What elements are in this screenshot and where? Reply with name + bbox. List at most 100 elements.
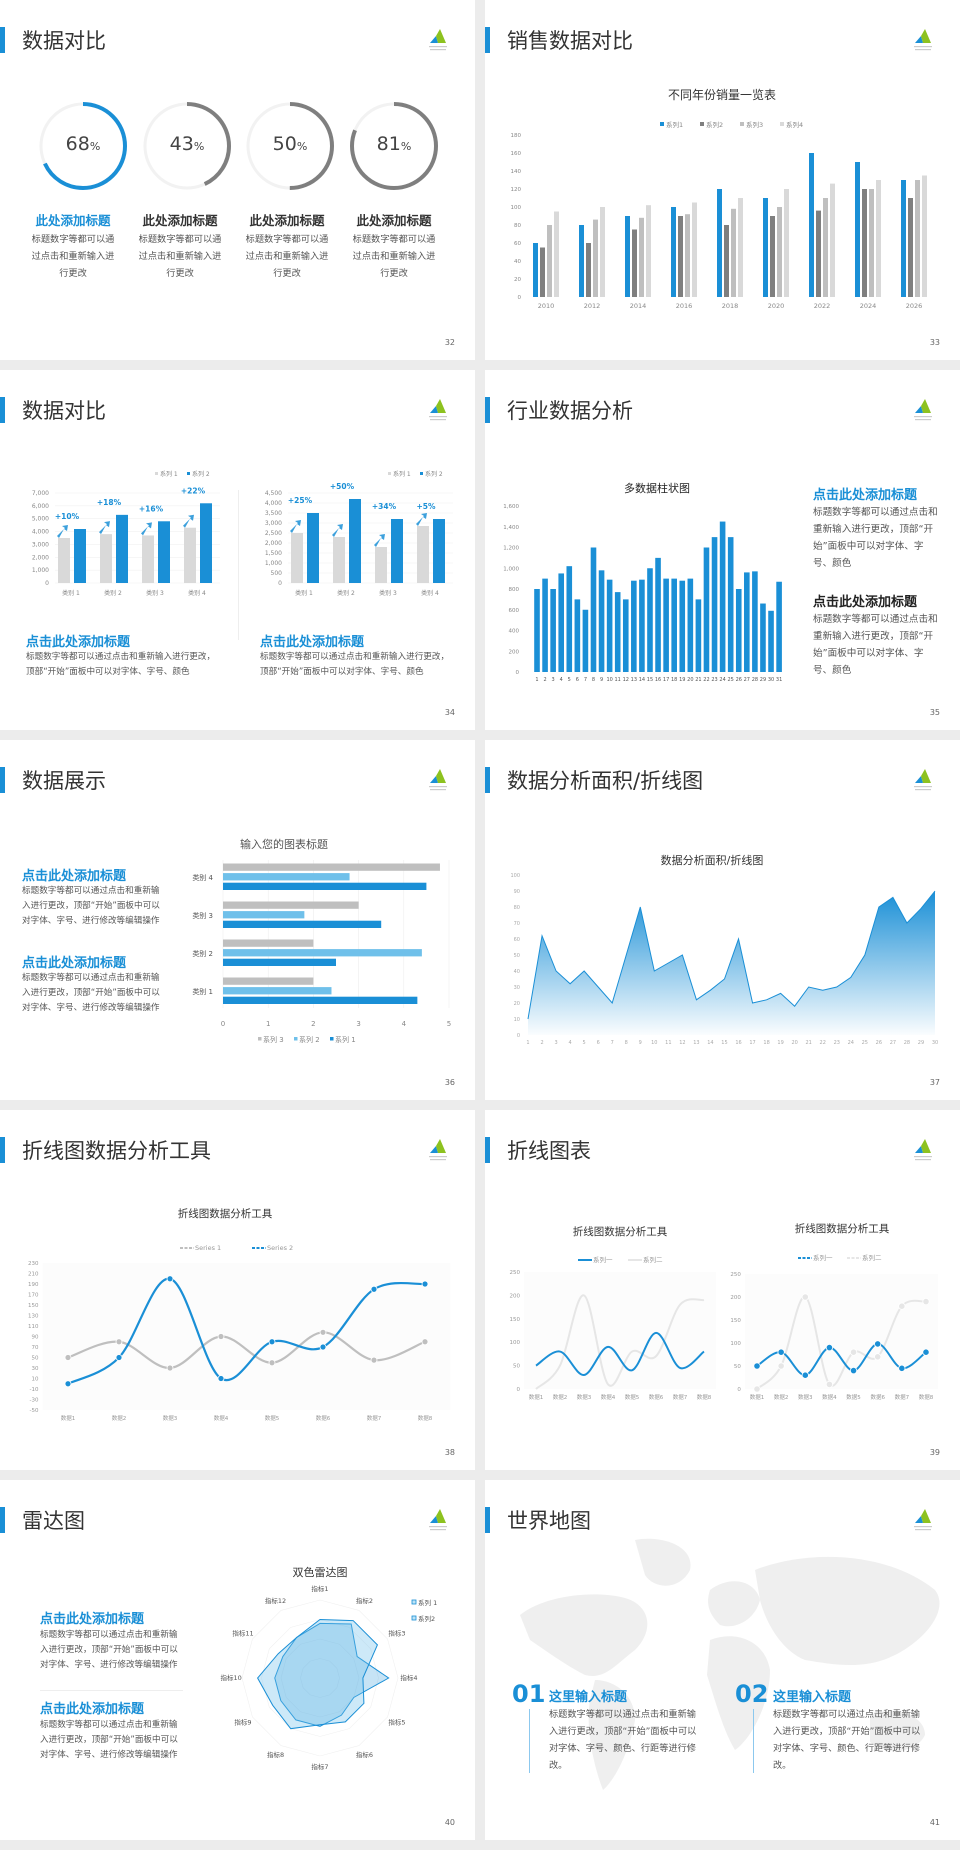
slide-title: 数据展示 — [22, 769, 106, 793]
block-desc[interactable]: 标题数字等都可以通过点击和重新输入进行更改，顶部“开始”面板中可以对字体、字号、… — [813, 507, 938, 569]
x-tick-label: 18 — [671, 677, 677, 683]
x-tick-label: 18 — [763, 1040, 769, 1046]
legend-swatch — [420, 472, 423, 475]
horizontal-bar-chart: 输入您的图表标题 0 1 2 3 4 5 类别 1 类别 2 类别 3 类别 4 系列 3 系列 2 系列… — [192, 837, 451, 1044]
x-tick-label: 6 — [597, 1040, 600, 1046]
y-tick-label: 90 — [32, 1335, 39, 1341]
data-point — [319, 1343, 327, 1351]
y-tick-label: 110 — [28, 1324, 39, 1330]
bar — [830, 183, 835, 297]
y-tick-label: 1,000 — [265, 560, 282, 567]
block-desc[interactable]: 标题数字等都可以通过点击和重新输入进行更改，顶部“开始”面板中可以对字体、字号、… — [22, 973, 160, 1013]
block-heading[interactable]: 点击此处添加标题 — [260, 635, 365, 650]
block-heading[interactable]: 点击此处添加标题 — [22, 956, 127, 971]
bar — [738, 198, 743, 297]
block-heading[interactable]: 点击此处添加标题 — [22, 869, 127, 884]
block-heading[interactable]: 点击此处添加标题 — [813, 488, 918, 503]
block-desc[interactable]: 标题数字等都可以通过点击和重新输入进行更改，顶部“开始”面板中可以对字体、字号、… — [40, 1630, 178, 1670]
x-tick-label: 14 — [639, 677, 645, 683]
y-tick-label: 1,000 — [503, 566, 519, 572]
block-heading[interactable]: 点击此处添加标题 — [813, 595, 918, 610]
item-heading[interactable]: 此处添加标题 — [35, 213, 111, 228]
block-heading[interactable]: 点击此处添加标题 — [26, 635, 131, 650]
x-tick-label: 数据3 — [798, 1393, 813, 1401]
y-tick-label: 0 — [737, 1387, 741, 1393]
donut-value: 68 — [65, 133, 90, 155]
radar-ring — [241, 1599, 399, 1757]
comparison-bar-chart-right: 0 500 1,000 1,500 2,000 2,500 3,000 3,500 4,000 4… — [265, 470, 453, 597]
block-heading[interactable]: 点击此处添加标题 — [40, 1612, 145, 1627]
block-desc[interactable]: 标题数字等都可以通过点击和重新输入进行更改，顶部“开始”面板中可以对字体、字号、… — [260, 652, 450, 677]
data-point — [421, 1280, 429, 1288]
block-desc[interactable]: 标题数字等都可以通过点击和重新输入进行更改，顶部“开始”面板中可以对字体、字号、… — [40, 1720, 178, 1760]
x-tick-label: 29 — [918, 1040, 924, 1046]
legend-swatch — [660, 122, 664, 126]
block-heading[interactable]: 这里输入标题 — [549, 1690, 628, 1705]
series-line — [67, 1277, 426, 1385]
x-tick-label: 8 — [625, 1040, 628, 1046]
bar — [417, 526, 429, 583]
legend-label: 系列一 — [593, 1255, 613, 1264]
bar — [768, 610, 774, 672]
y-tick-label: 类别 2 — [192, 949, 213, 958]
bar — [876, 180, 881, 297]
donut-unit: % — [89, 140, 101, 153]
block-heading[interactable]: 点击此处添加标题 — [40, 1702, 145, 1717]
data-point — [777, 1348, 785, 1356]
block-desc[interactable]: 标题数字等都可以通过点击和重新输入进行更改，顶部“开始”面板中可以对字体、字号、… — [549, 1709, 697, 1771]
block-desc[interactable]: 标题数字等都可以通过点击和重新输入进行更改，顶部“开始”面板中可以对字体、字号、… — [813, 614, 938, 676]
x-tick-label: 26 — [736, 677, 742, 683]
item-desc[interactable]: 标题数字等都可以通过点击和重新输入进行更改 — [352, 234, 436, 279]
legend-label: 系列 1 — [393, 470, 411, 478]
y-tick-label: 10 — [514, 1017, 520, 1023]
slide-37: 数据分析面积/折线图 数据分析面积/折线图 0 10 20 30 40 50 60 70 80 90… — [485, 740, 960, 1100]
data-point — [166, 1364, 174, 1372]
bar — [142, 535, 154, 583]
radar-series — [274, 1622, 390, 1727]
bar — [550, 589, 556, 672]
title-accent-bar — [0, 397, 5, 423]
x-tick-label: 类别 3 — [146, 589, 164, 597]
block-desc[interactable]: 标题数字等都可以通过点击和重新输入进行更改，顶部“开始”面板中可以对字体、字号、… — [773, 1709, 921, 1771]
bar — [574, 599, 581, 672]
block-heading[interactable]: 这里输入标题 — [773, 1690, 852, 1705]
area-line — [527, 890, 936, 1020]
item-desc[interactable]: 标题数字等都可以通过点击和重新输入进行更改 — [31, 234, 115, 279]
series-line — [535, 1331, 705, 1376]
block-desc[interactable]: 标题数字等都可以通过点击和重新输入进行更改，顶部“开始”面板中可以对字体、字号、… — [22, 886, 160, 926]
chart-title: 双色雷达图 — [293, 1565, 348, 1579]
bar — [116, 514, 128, 583]
data-point — [825, 1380, 834, 1388]
legend-swatch — [258, 1037, 262, 1041]
x-tick-label: 12 — [623, 677, 629, 683]
x-tick-label: 2016 — [676, 302, 693, 310]
item-desc[interactable]: 标题数字等都可以通过点击和重新输入进行更改 — [245, 234, 329, 279]
x-tick-label: 16 — [655, 677, 661, 683]
legend-label: 系列 1 — [160, 470, 178, 478]
bar — [223, 863, 440, 871]
x-tick-label: 11 — [615, 677, 621, 683]
y-tick-label: 类别 3 — [192, 911, 213, 920]
item-desc[interactable]: 标题数字等都可以通过点击和重新输入进行更改 — [138, 234, 222, 279]
title-accent-bar — [0, 1137, 5, 1163]
data-point — [874, 1353, 882, 1361]
data-point — [268, 1359, 276, 1367]
block-desc[interactable]: 标题数字等都可以通过点击和重新输入进行更改，顶部“开始”面板中可以对字体、字号、… — [26, 652, 216, 677]
y-tick-label: 1,600 — [503, 504, 519, 510]
item-heading[interactable]: 此处添加标题 — [356, 213, 432, 228]
x-tick-label: 2 — [543, 677, 546, 683]
radar-ring — [300, 1658, 340, 1698]
bar — [74, 529, 86, 583]
item-heading[interactable]: 此处添加标题 — [142, 213, 218, 228]
slide-title: 数据对比 — [22, 399, 106, 423]
donut-1: 68% — [38, 101, 128, 191]
data-point — [922, 1298, 930, 1306]
y-tick-label: 2,500 — [265, 530, 282, 537]
y-tick-label: 90 — [514, 889, 520, 895]
x-tick-label: 类别 2 — [104, 589, 122, 597]
donut-value: 50 — [272, 133, 297, 155]
x-tick-label: 数据6 — [316, 1414, 331, 1422]
growth-label: +16% — [139, 504, 164, 513]
y-tick-label: 30 — [514, 985, 520, 991]
item-heading[interactable]: 此处添加标题 — [249, 213, 325, 228]
